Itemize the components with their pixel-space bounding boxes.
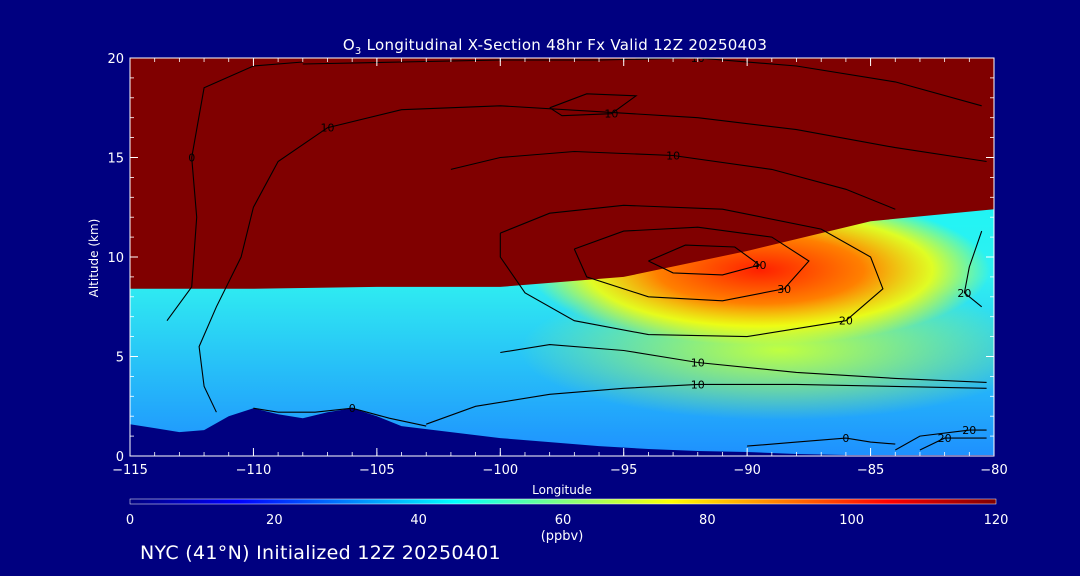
contour-line-0 <box>253 407 427 427</box>
stratospheric-ozone-region <box>130 58 994 289</box>
x-tick-label: −85 <box>857 463 884 478</box>
contour-line-10 <box>426 383 987 425</box>
contour-line-20 <box>499 204 884 338</box>
title-prefix: O <box>342 36 355 54</box>
chart-title: O3 Longitudinal X-Section 48hr Fx Valid … <box>230 36 880 57</box>
y-axis: 0 5 10 15 20 <box>107 52 994 465</box>
colorbar-tick-label: 80 <box>699 513 716 528</box>
x-axis-label: Longitude <box>532 483 592 497</box>
contour-line-0 <box>747 437 896 447</box>
footer-caption: NYC (41°N) Initialized 12Z 20250401 <box>140 542 501 564</box>
contour-label: 0 <box>842 432 849 445</box>
contour-label: 0 <box>188 152 195 165</box>
terrain-mask <box>130 408 994 456</box>
x-tick-label: −115 <box>112 463 148 478</box>
contour-line-20 <box>895 429 987 451</box>
colorbar-tick-label: 100 <box>839 513 864 528</box>
contour-label: 20 <box>962 424 976 437</box>
contour-label: 10 <box>604 108 618 121</box>
contour-label: 40 <box>753 259 767 272</box>
x-axis: −115 −110 −105 −100 −95 −90 −85 −80 <box>112 58 1008 478</box>
y-tick-label: 5 <box>116 351 124 366</box>
colorbar-tick-label: 0 <box>126 513 134 528</box>
contour-line-20 <box>963 230 983 308</box>
colorbar-tick-label: 20 <box>266 513 283 528</box>
colorbar-ticks: 0 20 40 60 80 100 120 <box>126 513 1009 528</box>
contour-line-10 <box>549 93 638 117</box>
contour-label: 20 <box>957 287 971 300</box>
title-rest: Longitudinal X-Section 48hr Fx Valid 12Z… <box>361 36 768 54</box>
colorbar <box>129 498 997 505</box>
contour-line-30 <box>573 226 810 302</box>
colorbar-unit: (ppbv) <box>541 529 584 544</box>
contour-line-10 <box>500 344 987 383</box>
contour-label: 10 <box>666 150 680 163</box>
contour-label: 20 <box>839 315 853 328</box>
title-subscript: 3 <box>354 46 362 57</box>
contour-label: 0 <box>349 402 356 415</box>
contour-line-20 <box>919 437 987 451</box>
colorbar-tick-label: 40 <box>410 513 427 528</box>
contour-label: 10 <box>691 378 705 391</box>
y-axis-label: Altitude (km) <box>87 219 101 298</box>
contour-line-10 <box>450 150 896 210</box>
contour-label: 10 <box>691 357 705 370</box>
x-tick-label: −95 <box>610 463 637 478</box>
x-tick-label: −110 <box>236 463 272 478</box>
y-tick-label: 20 <box>107 52 124 67</box>
colorbar-tick-label: 60 <box>555 513 572 528</box>
x-tick-label: −100 <box>482 463 518 478</box>
y-tick-label: 10 <box>107 251 124 266</box>
contour-line-40 <box>648 244 761 276</box>
y-tick-label: 0 <box>116 450 124 465</box>
contour-label: 30 <box>777 283 791 296</box>
colorbar-tick-label: 120 <box>984 513 1009 528</box>
x-tick-label: −80 <box>980 463 1007 478</box>
contour-label: 10 <box>321 122 335 135</box>
x-tick-label: −105 <box>359 463 395 478</box>
contour-label: 20 <box>938 432 952 445</box>
contour-line-10 <box>198 105 987 413</box>
y-tick-label: 15 <box>107 152 124 167</box>
x-tick-label: −90 <box>733 463 760 478</box>
